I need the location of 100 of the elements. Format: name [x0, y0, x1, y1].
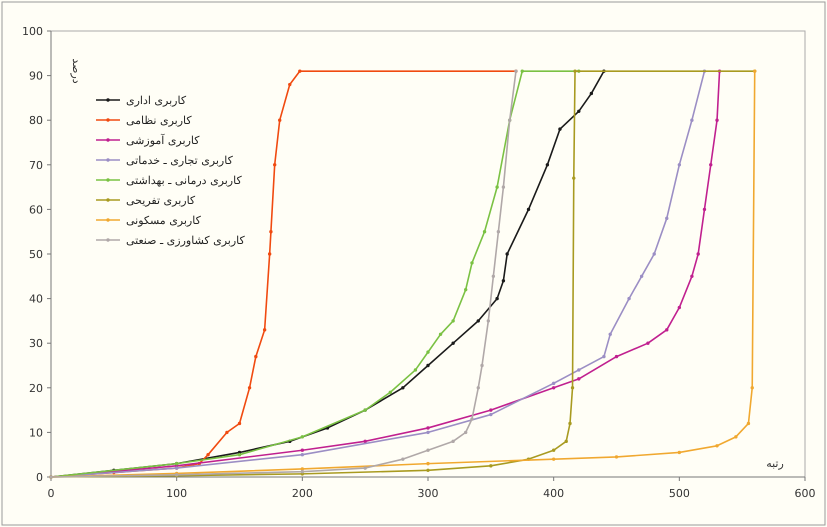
point [300, 470, 304, 474]
legend-label: کاربری تجاری ـ خدماتی [126, 154, 234, 167]
point [577, 110, 580, 113]
x-axis-title: رتبه [766, 457, 784, 470]
point [640, 274, 644, 278]
point [552, 448, 556, 452]
y-tick-label: 100 [22, 25, 43, 38]
point [715, 118, 719, 122]
y-tick-label: 80 [29, 114, 43, 128]
point [665, 216, 668, 220]
point [715, 444, 719, 448]
point [363, 440, 367, 444]
point [577, 368, 580, 372]
point [254, 354, 258, 358]
y-tick-label: 90 [29, 70, 43, 83]
point [678, 450, 682, 454]
point [702, 208, 706, 212]
point [652, 252, 656, 256]
y-tick-label: 50 [29, 248, 43, 261]
point [489, 408, 493, 412]
point [602, 354, 606, 358]
legend-label: کاربری نظامی [126, 114, 192, 127]
x-tick-label: 300 [418, 487, 438, 500]
point [502, 185, 506, 189]
point [614, 354, 618, 358]
point [573, 69, 577, 73]
point [552, 457, 556, 461]
point [546, 163, 550, 166]
point [495, 296, 499, 300]
point [568, 422, 572, 426]
point [262, 328, 266, 332]
legend-label: کاربری درمانی ـ بهداشتی [126, 174, 242, 187]
point [526, 208, 530, 212]
point [225, 430, 229, 434]
point [608, 332, 612, 336]
point [552, 386, 556, 390]
x-tick-label: 0 [48, 487, 54, 500]
point [298, 69, 302, 73]
point [690, 274, 694, 278]
point [426, 430, 430, 434]
point [480, 364, 484, 368]
y-tick-label: 70 [29, 158, 43, 172]
point [482, 230, 486, 234]
point [572, 176, 576, 180]
y-tick-label: 20 [29, 382, 43, 395]
point [238, 422, 242, 426]
point [268, 252, 272, 256]
point [646, 342, 650, 345]
y-tick-label: 0 [36, 471, 43, 484]
point [627, 296, 631, 300]
y-tick-label: 60 [29, 203, 43, 216]
x-tick-label: 400 [543, 487, 564, 500]
point [476, 386, 480, 390]
y-axis-title: درصد [70, 58, 83, 84]
point [495, 185, 499, 189]
point [709, 163, 712, 166]
point [414, 368, 418, 372]
legend-label: کاربری مسکونی [126, 214, 202, 227]
legend-label: کاربری کشاورزی ـ صنعتی [126, 234, 246, 247]
legend-label: کاربری اداری [126, 94, 187, 107]
point [206, 453, 210, 456]
point [496, 230, 500, 234]
point [505, 252, 509, 256]
point [489, 464, 493, 468]
point [746, 422, 750, 426]
x-tick-label: 200 [292, 487, 313, 500]
point [678, 306, 682, 310]
point [426, 462, 430, 466]
point [492, 274, 496, 278]
y-tick-label: 40 [29, 292, 43, 306]
point [520, 69, 524, 73]
point [451, 342, 455, 345]
point [272, 163, 276, 166]
point [269, 230, 273, 234]
point [426, 364, 430, 368]
point [696, 252, 700, 256]
legend-label: کاربری تفریحی [126, 194, 196, 207]
point [238, 453, 242, 456]
point [590, 92, 594, 96]
point [300, 467, 304, 471]
point [401, 457, 405, 461]
point [678, 163, 682, 166]
point [470, 417, 474, 421]
point [401, 386, 405, 390]
point [426, 468, 430, 472]
point [288, 82, 292, 86]
point [451, 319, 455, 323]
point [300, 435, 304, 439]
point [577, 377, 580, 381]
point [388, 390, 392, 394]
y-tick-label: 30 [29, 337, 43, 350]
point [614, 455, 618, 459]
point [690, 118, 694, 122]
x-tick-label: 500 [668, 487, 690, 500]
point [438, 332, 442, 336]
point [558, 127, 562, 131]
point [564, 440, 568, 444]
point [363, 466, 367, 470]
x-tick-label: 100 [166, 487, 188, 500]
point [426, 426, 430, 430]
